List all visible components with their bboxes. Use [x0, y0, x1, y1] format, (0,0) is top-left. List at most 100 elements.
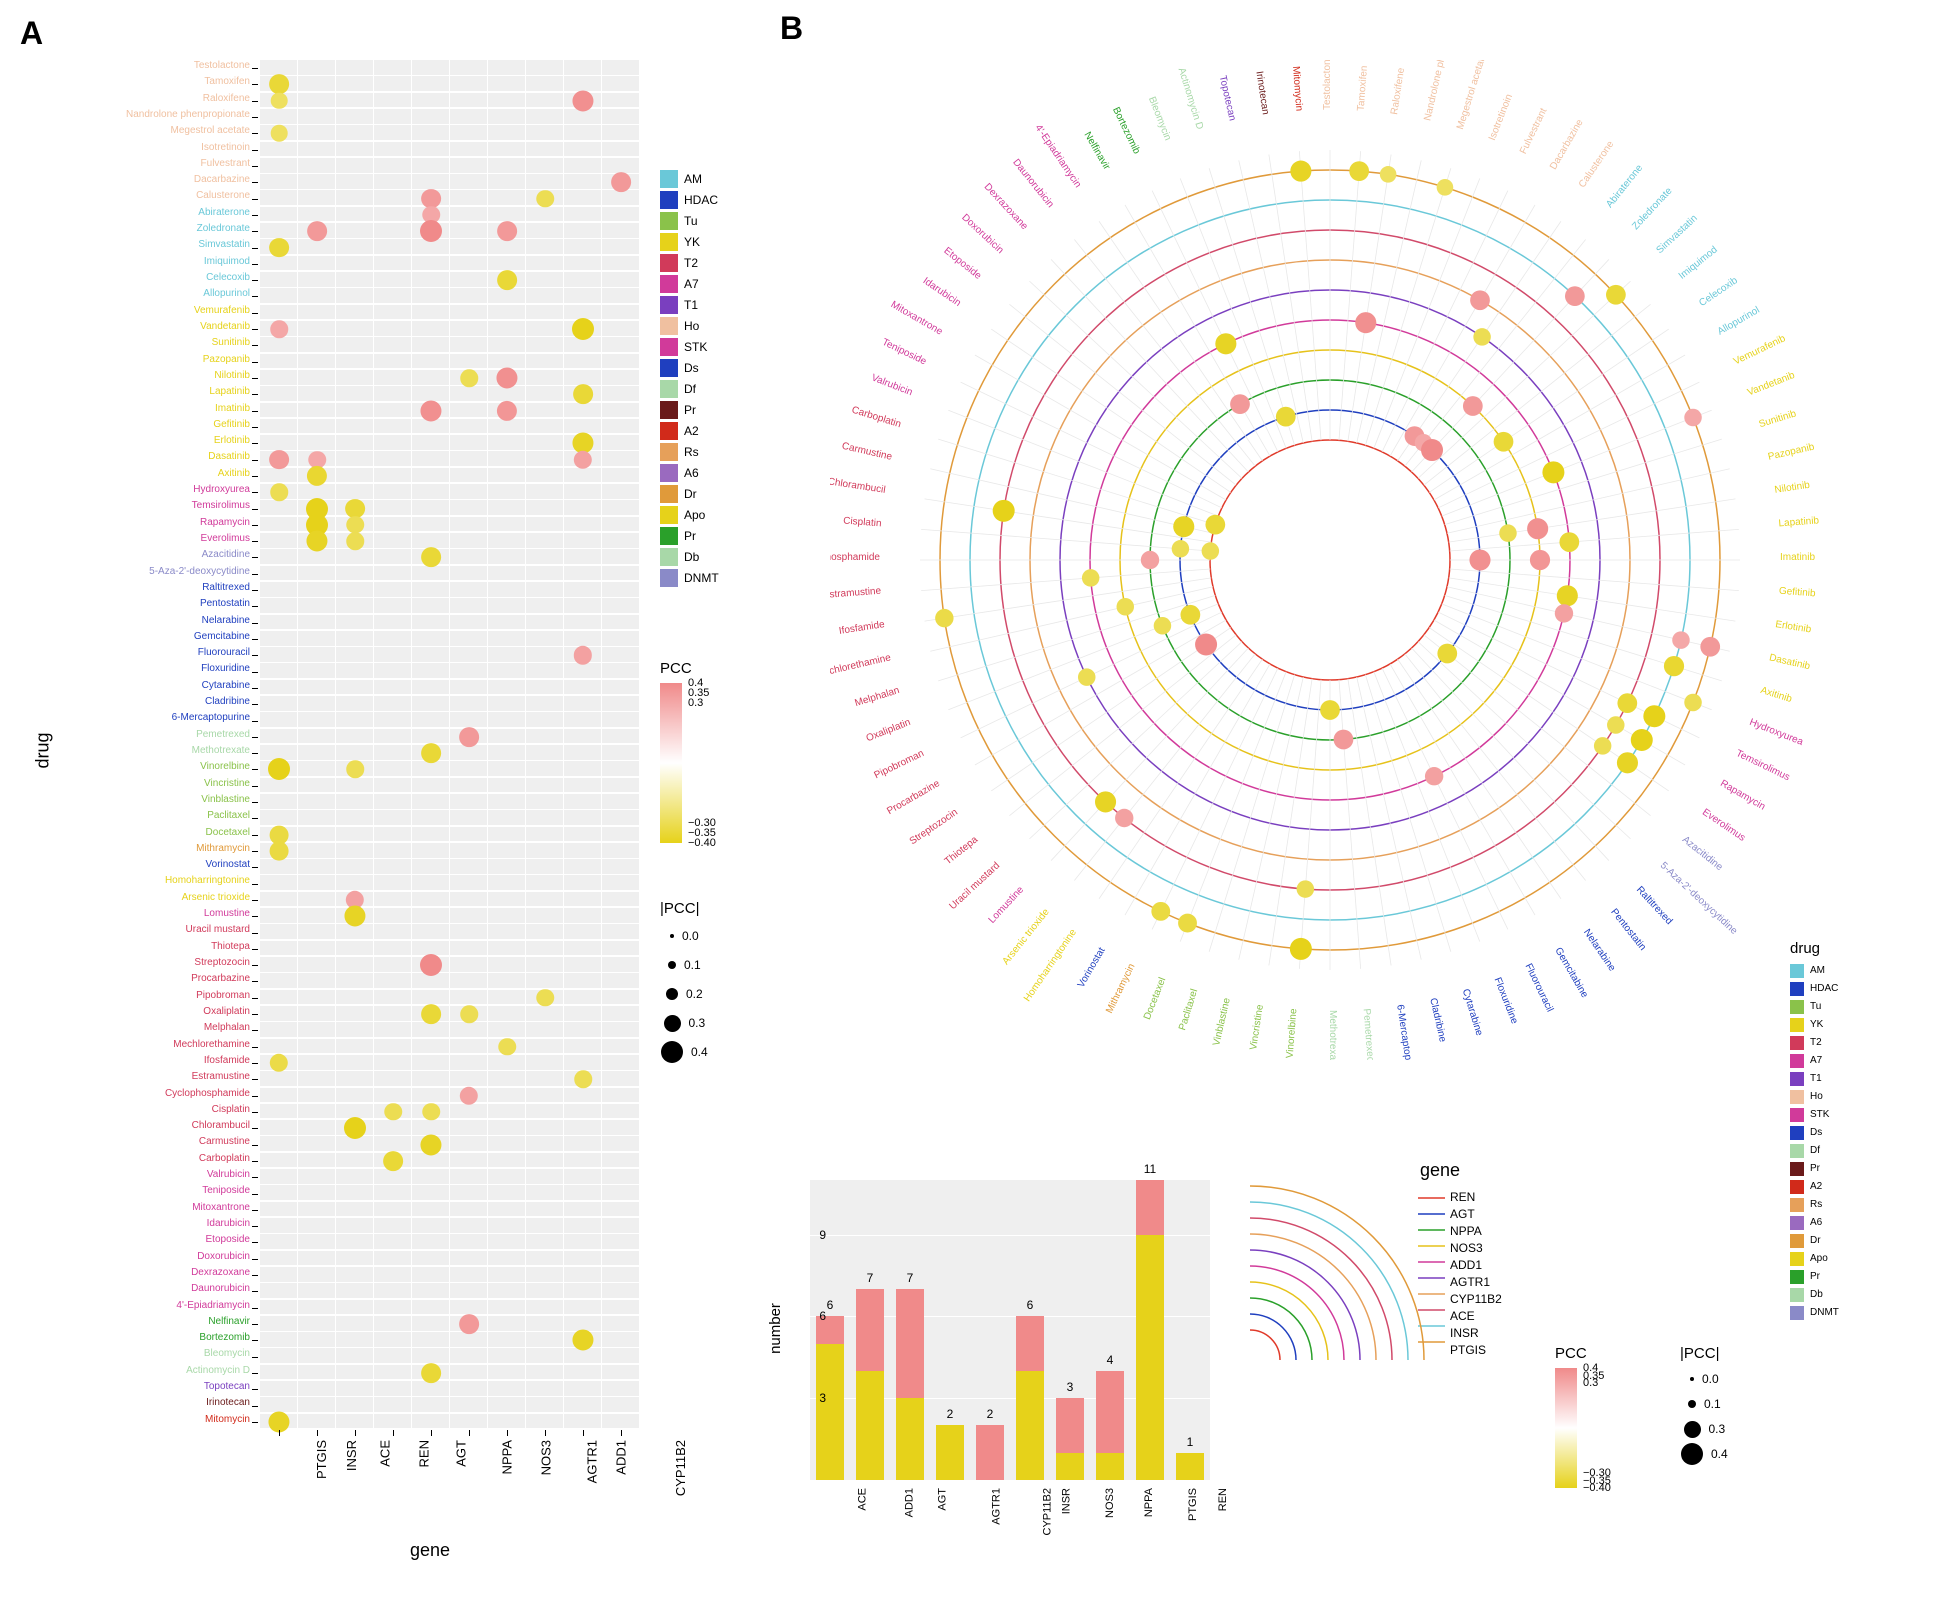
- legend-swatch: [1790, 1234, 1804, 1248]
- legend-item: Pr: [660, 527, 719, 545]
- legend-item: A6: [1790, 1215, 1839, 1230]
- dotplot-point: [271, 125, 288, 142]
- row-stripe: [260, 973, 640, 988]
- dotplot-point: [497, 221, 517, 241]
- circular-drug-label: Doxorubicin: [959, 212, 1005, 256]
- row-stripe: [260, 125, 640, 140]
- circular-drug-label: Cladribine: [1427, 997, 1448, 1044]
- drug-label: Mechlorethamine: [30, 1037, 250, 1052]
- legend-label: DNMT: [684, 571, 719, 585]
- row-stripe: [260, 419, 640, 434]
- legend-label: T1: [684, 298, 698, 312]
- drug-label: Docetaxel: [30, 825, 250, 840]
- legend-label: Rs: [1810, 1199, 1822, 1210]
- drug-label: Raltitrexed: [30, 580, 250, 595]
- circular-drug-label: Gefitinib: [1779, 586, 1817, 600]
- legend-label: Pr: [684, 529, 696, 543]
- legend-drug-class-b: drug AMHDACTuYKT2A7T1HoSTKDsDfPrA2RsA6Dr…: [1790, 940, 1839, 1323]
- circular-drug-label: 6-Mercaptopurine: [1394, 1004, 1417, 1060]
- circular-drug-label: Estramustine: [830, 586, 882, 601]
- circular-drug-label: Oxaliplatin: [865, 717, 912, 744]
- dotplot-point: [346, 516, 364, 534]
- row-stripe: [260, 1234, 640, 1249]
- drug-label: Floxuridine: [30, 661, 250, 676]
- circular-drug-label: Carmustine: [841, 441, 894, 463]
- legend-item: Ds: [660, 359, 719, 377]
- row-stripe: [260, 239, 640, 254]
- row-stripe: [260, 1365, 640, 1380]
- gene-legend-label: NOS3: [1450, 1241, 1483, 1255]
- row-stripe: [260, 256, 640, 271]
- legend-swatch: [1790, 1054, 1804, 1068]
- circular-drug-label: Etoposide: [942, 245, 984, 282]
- legend-item: DNMT: [1790, 1305, 1839, 1320]
- circular-drug-label: Allopurinol: [1716, 305, 1762, 338]
- legend-item: Db: [660, 548, 719, 566]
- drug-label: Vandetanib: [30, 319, 250, 334]
- circular-drug-label: Uracil mustard: [947, 860, 1002, 912]
- legend-size-item: 0.0: [1680, 1368, 1728, 1390]
- bar-total-label: 7: [856, 1271, 884, 1285]
- dotplot-point: [346, 761, 364, 779]
- legend-label: Rs: [684, 445, 699, 459]
- drug-label: Cytarabine: [30, 678, 250, 693]
- legend-label: Pr: [684, 403, 696, 417]
- drug-label: Nandrolone phenpropionate: [30, 107, 250, 122]
- legend-item: DNMT: [660, 569, 719, 587]
- legend-swatch: [1790, 1306, 1804, 1320]
- drug-label: Celecoxib: [30, 270, 250, 285]
- legend-item: Df: [1790, 1143, 1839, 1158]
- dotplot-point: [498, 1038, 516, 1056]
- drug-label: Methotrexate: [30, 743, 250, 758]
- dotplot-point: [269, 450, 289, 470]
- legend-label: Apo: [684, 508, 705, 522]
- drug-label: 4'-Epiadriamycin: [30, 1298, 250, 1313]
- row-stripe: [260, 288, 640, 303]
- bar-x-label: AGTR1: [991, 1488, 1003, 1525]
- row-stripe: [260, 810, 640, 825]
- legend-item: A7: [660, 275, 719, 293]
- row-stripe: [260, 1136, 640, 1151]
- legend-item: Apo: [1790, 1251, 1839, 1266]
- row-stripe: [260, 1381, 640, 1396]
- bar-segment-neg: [816, 1344, 844, 1480]
- drug-label: Gefitinib: [30, 417, 250, 432]
- bar-segment-neg: [896, 1398, 924, 1480]
- legend-label: DNMT: [1810, 1307, 1839, 1318]
- drug-label: 6-Mercaptopurine: [30, 710, 250, 725]
- panel-a: drug gene TestolactoneTamoxifenRaloxifen…: [40, 60, 740, 1560]
- legend-size-item: 0.4: [660, 1039, 708, 1065]
- circular-drug-label: Tamoxifen: [1356, 65, 1370, 111]
- legend-size-item: 0.4: [1680, 1443, 1728, 1465]
- circular-drug-label: Rapamycin: [1718, 778, 1767, 813]
- legend-abspcc-b: |PCC| 0.00.10.30.4: [1680, 1345, 1728, 1468]
- circular-drug-label: Imiquimod: [1677, 244, 1720, 281]
- dotplot-point: [271, 92, 288, 109]
- legend-swatch: [1790, 1108, 1804, 1122]
- legend-item: Tu: [1790, 999, 1839, 1014]
- legend-item: AM: [1790, 963, 1839, 978]
- bar-segment-pos: [1136, 1180, 1164, 1235]
- drug-label: Thiotepa: [30, 939, 250, 954]
- legend-swatch: [1790, 964, 1804, 978]
- circular-drug-label: Nilotinib: [1774, 480, 1811, 496]
- drug-label: Zoledronate: [30, 221, 250, 236]
- drug-label: Testolactone: [30, 58, 250, 73]
- drug-label: Temsirolimus: [30, 498, 250, 513]
- row-stripe: [260, 827, 640, 842]
- gene-legend-label: AGT: [1450, 1207, 1475, 1221]
- circular-drug-label: Mithramycin: [1104, 962, 1137, 1015]
- circular-drug-label: Pentostatin: [1608, 907, 1648, 953]
- circular-drug-label: Temsirolimus: [1734, 748, 1791, 783]
- legend-item: STK: [660, 338, 719, 356]
- circular-drug-label: Bortezomib: [1110, 106, 1142, 157]
- bar-x-label: ACE: [857, 1488, 869, 1511]
- drug-label: Dacarbazine: [30, 172, 250, 187]
- drug-label: Homoharringtonine: [30, 873, 250, 888]
- legend-label: Pr: [1810, 1271, 1820, 1282]
- row-stripe: [260, 696, 640, 711]
- dotplot-point: [572, 318, 594, 340]
- dotplot-point: [574, 1071, 592, 1089]
- drug-label: Tamoxifen: [30, 74, 250, 89]
- legend-item: AM: [660, 170, 719, 188]
